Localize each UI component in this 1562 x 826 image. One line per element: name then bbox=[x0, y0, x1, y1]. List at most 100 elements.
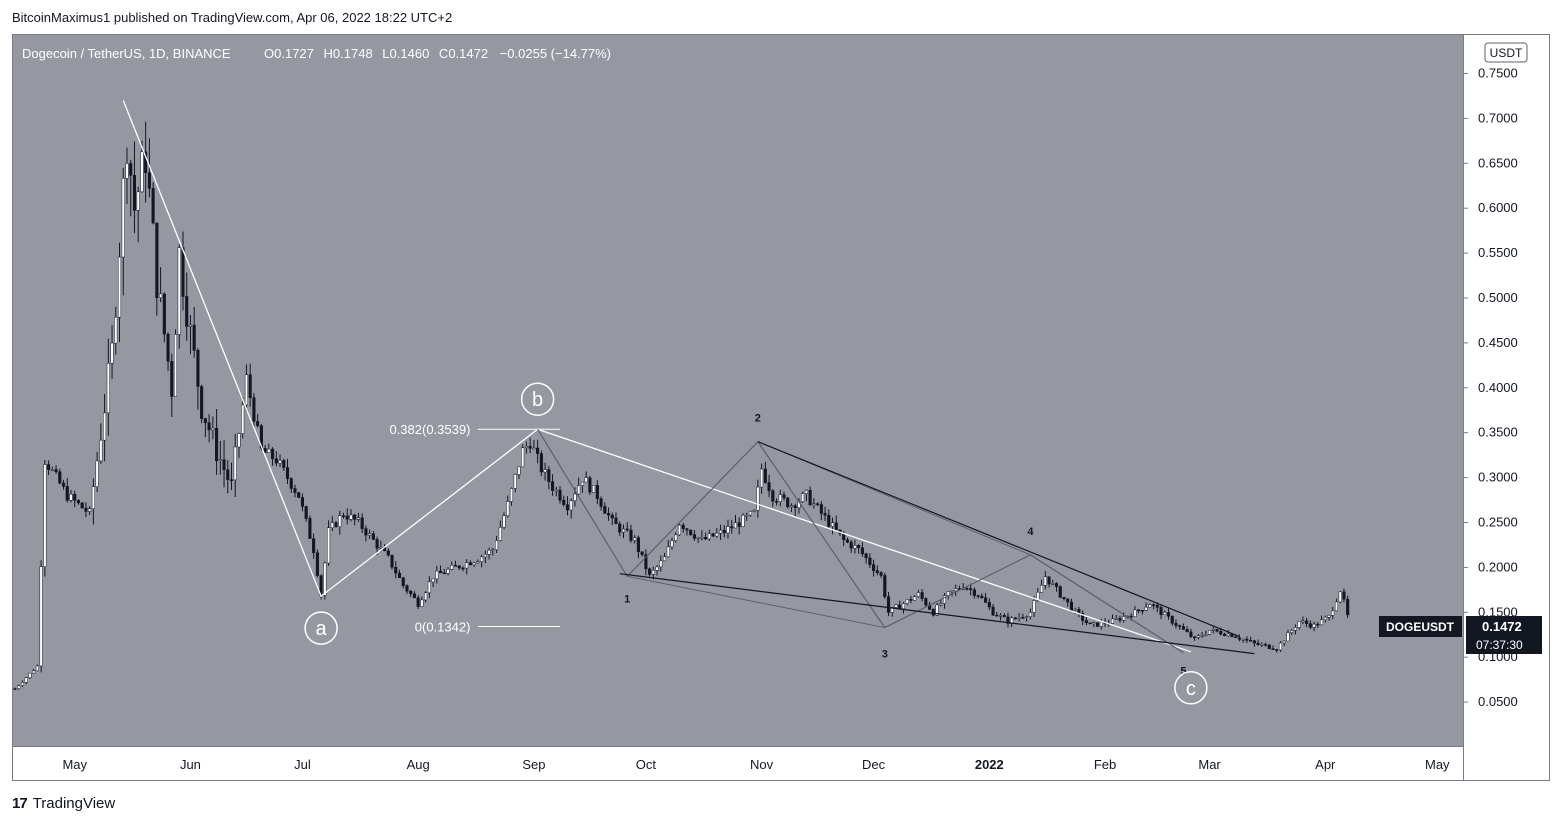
y-tick-label: 0.4500 bbox=[1478, 335, 1518, 350]
candle-body bbox=[737, 522, 741, 527]
candle-body bbox=[521, 447, 525, 468]
candle-body bbox=[103, 412, 107, 441]
candle-body bbox=[416, 597, 420, 607]
candle-body bbox=[1211, 629, 1215, 631]
candle-body bbox=[886, 596, 891, 613]
candle-body bbox=[942, 595, 947, 604]
candle-body bbox=[1002, 615, 1006, 618]
candle-body bbox=[341, 515, 346, 517]
candle-body bbox=[1308, 623, 1312, 628]
candle-body bbox=[1286, 632, 1290, 642]
x-tick-label: Mar bbox=[1198, 757, 1221, 772]
candle-body bbox=[162, 293, 166, 335]
symbol-tag-bg bbox=[1379, 616, 1462, 637]
candle-body bbox=[159, 293, 163, 298]
candle-body bbox=[1290, 630, 1294, 633]
candle-body bbox=[715, 532, 719, 537]
candle-body bbox=[674, 534, 678, 541]
candle-body bbox=[1245, 638, 1249, 641]
candle-body bbox=[1021, 616, 1025, 619]
candle-body bbox=[1241, 638, 1245, 641]
candle-body bbox=[685, 528, 689, 531]
candle-body bbox=[1208, 630, 1212, 635]
candle-body bbox=[312, 538, 316, 554]
wave-label: b bbox=[532, 389, 543, 411]
candle-body bbox=[980, 595, 984, 599]
x-tick-label: Feb bbox=[1094, 757, 1116, 772]
candle-body bbox=[793, 505, 797, 509]
candle-body bbox=[819, 504, 823, 514]
candle-body bbox=[200, 386, 204, 419]
candle-body bbox=[32, 670, 36, 674]
candle-body bbox=[621, 528, 626, 533]
candle-body bbox=[801, 493, 805, 502]
candle-body bbox=[1081, 613, 1085, 621]
candle-body bbox=[73, 494, 77, 501]
high-value: 0.1748 bbox=[333, 46, 373, 61]
candle-body bbox=[536, 447, 540, 454]
candle-body bbox=[606, 513, 611, 516]
candle-body bbox=[547, 469, 551, 482]
candle-body bbox=[17, 685, 21, 689]
candle-body bbox=[543, 469, 547, 473]
candle-body bbox=[65, 486, 69, 501]
candle-body bbox=[539, 453, 543, 473]
candle-body bbox=[1058, 586, 1062, 598]
plot-area[interactable] bbox=[12, 34, 1463, 746]
chart-title: Dogecoin / TetherUS, 1D, BINANCE bbox=[22, 46, 231, 61]
candle-body bbox=[577, 485, 581, 495]
candle-body bbox=[595, 485, 599, 499]
chart-container[interactable]: 0.382(0.3539) 0(0.1342) 1 2 3 4 5 a b c 0.7500 0.7… bbox=[12, 34, 1550, 781]
time-axis-panel[interactable] bbox=[12, 746, 1463, 781]
candle-body bbox=[323, 562, 327, 596]
candle-body bbox=[495, 540, 499, 551]
candle-body bbox=[1215, 629, 1219, 632]
candle-body bbox=[939, 603, 943, 606]
price-axis-panel[interactable] bbox=[1463, 34, 1550, 781]
close-value: 0.1472 bbox=[448, 46, 488, 61]
candle-body bbox=[823, 513, 827, 516]
candle-body bbox=[1114, 618, 1118, 620]
candle-body bbox=[1320, 619, 1324, 626]
candle-body bbox=[1133, 609, 1137, 617]
y-tick-label: 0.6500 bbox=[1478, 155, 1518, 170]
candle-body bbox=[155, 222, 159, 298]
wave-label-circle bbox=[304, 611, 338, 645]
candle-body bbox=[439, 570, 443, 574]
candle-body bbox=[1204, 634, 1208, 636]
candle-body bbox=[509, 488, 514, 502]
candle-body bbox=[1129, 615, 1133, 618]
candle-body bbox=[636, 537, 640, 552]
candle-body bbox=[666, 546, 670, 558]
candle-body bbox=[808, 489, 812, 506]
footer-brand[interactable]: 17 TradingView bbox=[12, 795, 115, 812]
candle-body bbox=[1170, 615, 1174, 624]
candle-body bbox=[24, 677, 28, 683]
fib-level-label: 0.382(0.3539) bbox=[389, 422, 470, 437]
candle-body bbox=[1275, 649, 1279, 651]
candle-body bbox=[868, 557, 872, 565]
candle-body bbox=[28, 672, 32, 678]
candle-body bbox=[689, 529, 693, 535]
candle-body bbox=[412, 593, 416, 599]
candle-body bbox=[778, 494, 782, 502]
candle-body bbox=[91, 486, 95, 509]
high-label: H bbox=[324, 46, 333, 61]
candle-body bbox=[129, 163, 133, 176]
candle-body bbox=[330, 522, 334, 528]
candle-body bbox=[483, 554, 487, 558]
candle-body bbox=[375, 539, 379, 549]
candle-body bbox=[890, 607, 894, 613]
candle-body bbox=[1047, 576, 1051, 585]
candle-body bbox=[498, 527, 502, 541]
candle-body bbox=[588, 477, 592, 493]
candle-body bbox=[920, 592, 924, 599]
candle-body bbox=[1338, 591, 1342, 603]
currency-badge[interactable]: USDT bbox=[1484, 42, 1528, 63]
candle-body bbox=[763, 468, 767, 483]
candle-body bbox=[185, 296, 189, 327]
candle-body bbox=[834, 522, 838, 531]
publisher-line: BitcoinMaximus1 published on TradingView… bbox=[12, 10, 453, 25]
candle-body bbox=[394, 567, 398, 574]
